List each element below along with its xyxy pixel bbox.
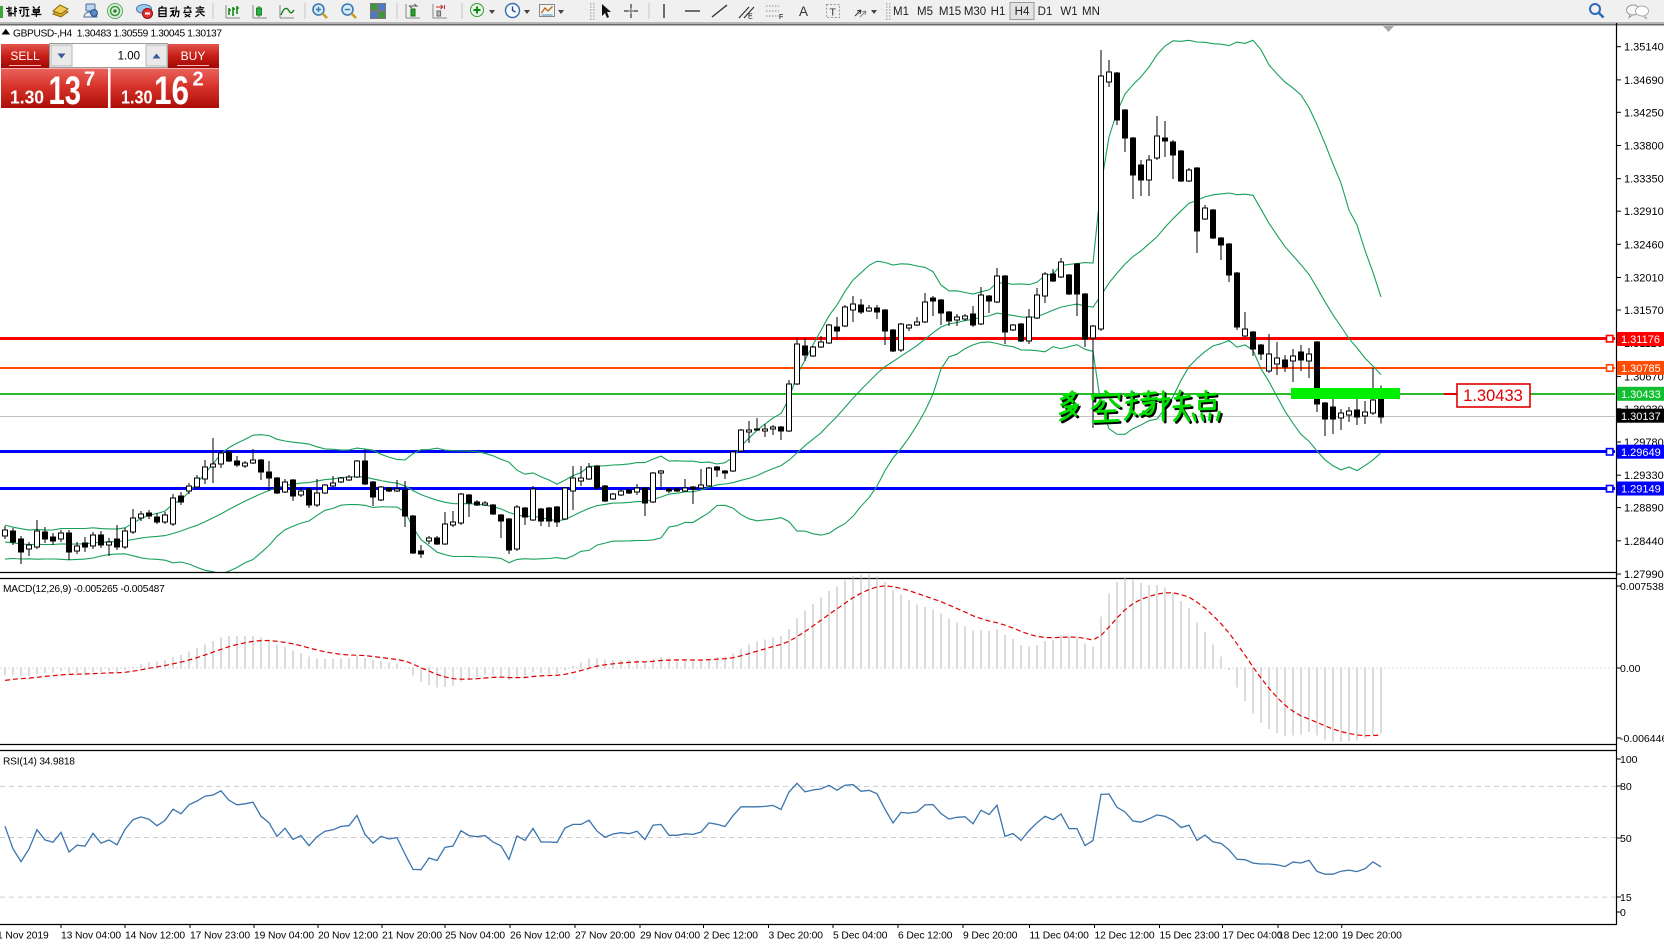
svg-text:13: 13	[49, 69, 82, 113]
svg-text:M1: M1	[893, 6, 909, 18]
svg-text:1.33350: 1.33350	[1624, 174, 1664, 186]
svg-text:H4: H4	[1015, 6, 1030, 18]
svg-text:1.28440: 1.28440	[1624, 536, 1664, 548]
svg-text:18 Dec 12:00: 18 Dec 12:00	[1278, 931, 1338, 942]
svg-text:1.29649: 1.29649	[1621, 447, 1661, 459]
svg-text:1.28890: 1.28890	[1624, 503, 1664, 515]
svg-text:1.30: 1.30	[121, 88, 153, 108]
svg-text:7: 7	[84, 69, 95, 91]
svg-text:25 Nov 04:00: 25 Nov 04:00	[445, 931, 505, 942]
svg-text:1.30785: 1.30785	[1621, 363, 1661, 375]
svg-text:F: F	[779, 14, 783, 21]
svg-text:MACD(12,26,9) -0.005265 -0.005: MACD(12,26,9) -0.005265 -0.005487	[3, 584, 165, 595]
svg-text:26 Nov 12:00: 26 Nov 12:00	[510, 931, 570, 942]
svg-text:21 Nov 20:00: 21 Nov 20:00	[382, 931, 442, 942]
svg-text:13 Nov 04:00: 13 Nov 04:00	[61, 931, 121, 942]
svg-text:D1: D1	[1038, 6, 1053, 18]
svg-text:2 Dec 12:00: 2 Dec 12:00	[704, 931, 759, 942]
svg-text:1.30137: 1.30137	[1621, 411, 1661, 423]
svg-text:1.34690: 1.34690	[1624, 75, 1664, 87]
svg-text:1.35140: 1.35140	[1624, 42, 1664, 54]
svg-text:1.34250: 1.34250	[1624, 107, 1664, 119]
svg-text:T: T	[830, 7, 837, 19]
svg-text:1.00: 1.00	[118, 51, 140, 63]
svg-text:M30: M30	[964, 6, 986, 18]
svg-text:27 Nov 20:00: 27 Nov 20:00	[575, 931, 635, 942]
svg-text:0.007538: 0.007538	[1620, 581, 1664, 593]
svg-text:1.33800: 1.33800	[1624, 141, 1664, 153]
svg-text:W1: W1	[1060, 6, 1077, 18]
svg-text:1.31176: 1.31176	[1621, 334, 1660, 346]
svg-text:19 Dec 20:00: 19 Dec 20:00	[1342, 931, 1402, 942]
svg-text:15: 15	[1620, 892, 1632, 904]
svg-text:M15: M15	[939, 6, 961, 18]
svg-text:E: E	[748, 14, 753, 21]
svg-text:15 Dec 23:00: 15 Dec 23:00	[1160, 931, 1220, 942]
svg-text:100: 100	[1620, 754, 1638, 766]
svg-text:5 Dec 04:00: 5 Dec 04:00	[833, 931, 888, 942]
svg-text:29 Nov 04:00: 29 Nov 04:00	[640, 931, 700, 942]
svg-text:0: 0	[1620, 907, 1626, 919]
svg-text:1.30: 1.30	[10, 88, 44, 108]
svg-text:1.30433: 1.30433	[1621, 389, 1661, 401]
svg-text:17 Dec 04:00: 17 Dec 04:00	[1223, 931, 1283, 942]
svg-text:1.29330: 1.29330	[1624, 470, 1664, 482]
svg-text:1.32010: 1.32010	[1624, 273, 1664, 285]
svg-text:0.00: 0.00	[1620, 663, 1641, 675]
svg-text:1.32460: 1.32460	[1624, 239, 1664, 251]
svg-text:12 Dec 12:00: 12 Dec 12:00	[1095, 931, 1155, 942]
svg-text:RSI(14) 34.9818: RSI(14) 34.9818	[3, 757, 75, 768]
svg-text:17 Nov 23:00: 17 Nov 23:00	[190, 931, 250, 942]
svg-text:3 Dec 20:00: 3 Dec 20:00	[769, 931, 824, 942]
svg-text:GBPUSD-,H4 1.30483 1.30559 1.: GBPUSD-,H4 1.30483 1.30559 1.30045 1.301…	[13, 29, 222, 40]
svg-text:6 Dec 12:00: 6 Dec 12:00	[898, 931, 953, 942]
svg-text:14 Nov 12:00: 14 Nov 12:00	[125, 931, 185, 942]
svg-text:80: 80	[1620, 781, 1632, 793]
svg-text:50: 50	[1620, 833, 1632, 845]
svg-text:H1: H1	[991, 6, 1006, 18]
svg-text:9 Dec 20:00: 9 Dec 20:00	[963, 931, 1018, 942]
svg-text:2: 2	[193, 69, 204, 91]
svg-text:M5: M5	[917, 6, 933, 18]
svg-text:1 Nov 2019: 1 Nov 2019	[0, 931, 49, 942]
svg-text:11 Dec 04:00: 11 Dec 04:00	[1030, 931, 1090, 942]
svg-text:1.31570: 1.31570	[1624, 305, 1664, 317]
svg-text:A: A	[799, 4, 808, 19]
svg-text:SELL: SELL	[10, 49, 40, 63]
svg-text:19 Nov 04:00: 19 Nov 04:00	[254, 931, 314, 942]
svg-text:1.29149: 1.29149	[1621, 484, 1661, 496]
svg-text:MN: MN	[1082, 6, 1100, 18]
svg-text:1.32910: 1.32910	[1624, 206, 1664, 218]
svg-text:1.30433: 1.30433	[1463, 387, 1523, 405]
svg-text:-0.006446: -0.006446	[1620, 733, 1664, 745]
svg-text:BUY: BUY	[181, 49, 206, 63]
svg-text:16: 16	[154, 69, 189, 113]
svg-text:20 Nov 12:00: 20 Nov 12:00	[318, 931, 378, 942]
svg-text:1.27990: 1.27990	[1624, 569, 1664, 581]
